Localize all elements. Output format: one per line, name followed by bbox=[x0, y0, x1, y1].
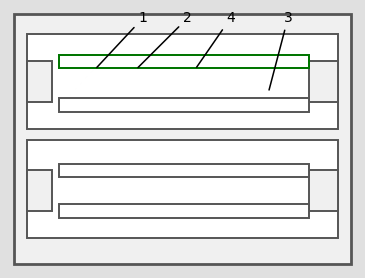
Bar bbox=[310, 61, 338, 102]
Text: 3: 3 bbox=[269, 11, 292, 90]
Text: 1: 1 bbox=[97, 11, 147, 68]
Bar bbox=[59, 54, 310, 68]
Bar bbox=[27, 61, 52, 102]
Bar bbox=[59, 98, 310, 112]
Bar bbox=[310, 170, 338, 211]
Text: 4: 4 bbox=[197, 11, 235, 67]
Bar bbox=[59, 204, 310, 218]
Bar bbox=[59, 54, 310, 68]
Bar bbox=[27, 170, 52, 211]
Bar bbox=[59, 163, 310, 177]
Text: 2: 2 bbox=[138, 11, 192, 68]
Bar bbox=[27, 34, 338, 130]
Bar bbox=[27, 140, 338, 239]
